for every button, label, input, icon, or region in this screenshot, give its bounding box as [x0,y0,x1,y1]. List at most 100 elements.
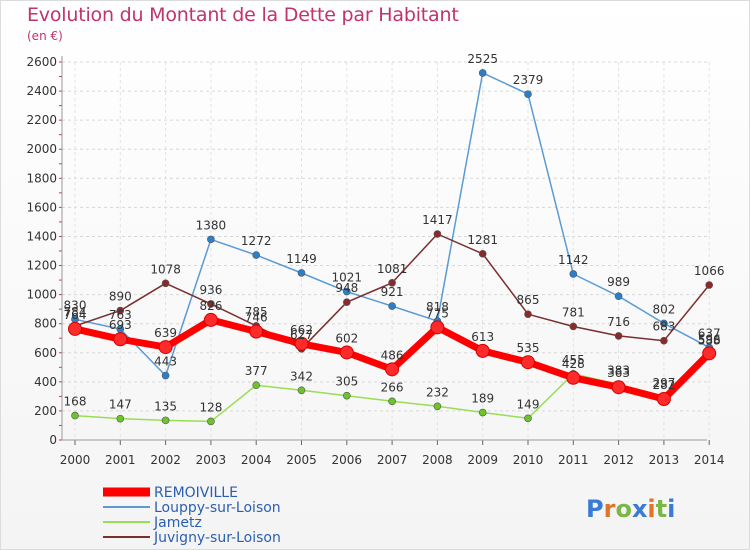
data-label-louppy-sur-loison: 443 [154,355,177,369]
y-tick-label: 1400 [26,229,57,243]
data-label-remoiville: 602 [335,331,358,345]
y-tick-label: 1800 [26,171,57,185]
data-point-remoiville [430,320,445,335]
data-label-remoiville: 775 [426,306,449,320]
y-tick-label: 1200 [26,259,57,273]
data-point-juvigny-sur-loison [614,332,623,340]
data-point-jametz [161,416,170,425]
data-label-remoiville: 662 [290,323,313,337]
data-point-remoiville [113,332,128,347]
series-layer [68,69,717,426]
data-point-remoiville [385,362,400,377]
data-point-jametz [297,386,306,395]
data-point-juvigny-sur-loison [705,281,714,289]
data-label-jametz: 168 [64,395,87,409]
data-label-jametz: 128 [199,400,222,414]
data-label-louppy-sur-loison: 1142 [558,253,589,267]
chart-unit: (en €) [27,29,63,43]
data-label-jametz: 383 [607,363,630,377]
data-label-remoiville: 486 [381,348,404,362]
data-point-jametz [478,408,487,417]
data-point-remoiville [158,340,173,355]
x-tick-label: 2014 [694,453,725,467]
y-tick-label: 0 [49,433,57,447]
data-label-louppy-sur-loison: 1021 [332,271,363,285]
data-label-jametz: 297 [652,376,675,390]
data-point-remoiville [249,324,264,339]
data-label-remoiville: 764 [64,308,87,322]
x-tick-label: 2006 [332,453,363,467]
data-point-jametz [116,414,125,423]
data-label-jametz: 342 [290,369,313,383]
data-point-remoiville [566,370,581,385]
data-point-louppy-sur-loison [524,90,532,98]
data-point-remoiville [521,355,535,370]
data-point-louppy-sur-loison [297,269,306,277]
data-label-jametz: 588 [698,334,721,348]
logo-letter: o [615,495,632,523]
x-tick-label: 2010 [513,453,544,467]
data-point-jametz [342,391,351,400]
data-label-louppy-sur-loison: 1272 [241,234,272,248]
y-tick-label: 600 [34,346,57,360]
data-label-juvigny-sur-loison: 785 [245,305,268,319]
x-tick-label: 2008 [422,453,453,467]
data-label-louppy-sur-loison: 989 [607,275,630,289]
y-tick-label: 1600 [26,200,57,214]
y-tick-label: 800 [34,317,57,331]
data-label-juvigny-sur-loison: 1417 [422,213,453,227]
data-point-juvigny-sur-loison [388,279,396,287]
logo-letter: i [647,495,655,523]
data-label-jametz: 135 [154,399,177,413]
data-point-jametz [207,417,215,426]
data-point-jametz [433,402,442,411]
legend-label: Juvigny-sur-Loison [153,530,281,546]
data-label-louppy-sur-loison: 1380 [196,218,227,232]
data-label-louppy-sur-loison: 2379 [513,73,544,87]
data-label-remoiville: 535 [517,341,540,355]
data-point-juvigny-sur-loison [569,322,578,331]
data-point-remoiville [475,343,490,358]
legend-label: REMOIVILLE [154,485,238,501]
data-point-remoiville [339,345,354,360]
x-tick-label: 2011 [558,453,589,467]
data-label-juvigny-sur-loison: 865 [517,293,540,307]
x-tick-label: 2009 [467,453,498,467]
data-label-remoiville: 826 [199,299,222,313]
data-point-louppy-sur-loison [342,287,351,296]
data-point-jametz [388,397,396,406]
data-label-jametz: 147 [109,398,132,412]
x-tick-label: 2001 [105,453,136,467]
logo-letter: x [632,495,648,523]
x-tick-label: 2003 [196,453,227,467]
brand-logo: Proxiti [586,495,675,523]
data-label-remoiville: 282 [652,378,675,392]
data-point-juvigny-sur-loison [478,249,487,258]
data-label-juvigny-sur-loison: 890 [109,290,132,304]
y-tick-label: 200 [34,404,57,418]
data-point-louppy-sur-loison [478,69,487,77]
data-label-louppy-sur-loison: 1149 [286,252,317,266]
data-point-remoiville [702,346,717,361]
y-tick-label: 1000 [26,288,57,302]
data-label-juvigny-sur-loison: 784 [64,305,87,319]
x-tick-label: 2000 [60,453,91,467]
data-label-juvigny-sur-loison: 627 [290,328,313,342]
data-point-jametz [252,381,261,389]
data-label-louppy-sur-loison: 830 [64,298,87,312]
data-point-remoiville [611,380,626,395]
data-label-juvigny-sur-loison: 781 [562,305,585,319]
data-point-remoiville [68,321,82,336]
data-point-louppy-sur-loison [252,251,261,259]
data-label-jametz: 189 [471,392,494,406]
data-point-remoiville [294,336,309,351]
data-label-remoiville: 596 [698,332,721,346]
data-label-juvigny-sur-loison: 1281 [467,233,498,247]
data-point-juvigny-sur-loison [116,306,125,315]
data-label-juvigny-sur-loison: 683 [652,320,675,334]
data-point-jametz [71,411,79,420]
data-label-jametz: 266 [381,380,404,394]
data-label-jametz: 455 [562,353,585,367]
